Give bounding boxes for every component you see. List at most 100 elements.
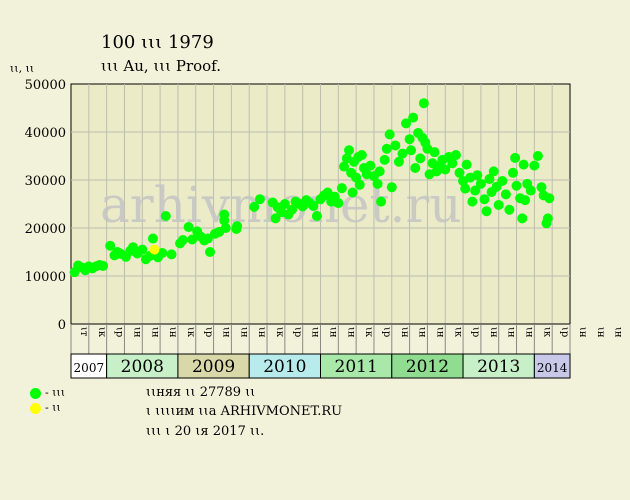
legend-sales-label: - ꙇꙇꙇ (45, 386, 66, 399)
month-label: ꙇн (434, 327, 445, 338)
month-label: ꙇн (399, 327, 410, 338)
sale-point (481, 206, 492, 217)
y-tick-label: 20000 (25, 222, 66, 237)
year-band-2014 (533, 353, 571, 379)
sale-point (532, 151, 543, 161)
year-label-2008: 2008 (121, 357, 164, 377)
month-label: ꙇр (203, 327, 214, 337)
sale-point (525, 185, 536, 196)
month-label: ꙇн (345, 327, 356, 338)
year-label-2010: 2010 (263, 357, 306, 377)
year-band-2007 (70, 353, 108, 379)
sale-point (493, 199, 504, 210)
month-label: ꙇн (256, 327, 267, 338)
legend-sales-dot (30, 387, 41, 399)
sale-point (308, 200, 319, 211)
month-label: ꙇр (381, 327, 392, 337)
source-text: ꙇ ꙇꙇꙇꙇим ꙇꙇа ARHIVMONET.RU (146, 404, 343, 419)
month-label: ꙇн (328, 327, 339, 338)
month-label: ꙇк (185, 327, 196, 338)
sale-point (365, 160, 376, 171)
sale-point (511, 180, 522, 191)
sale-point (202, 233, 213, 244)
y-tick-label: 10000 (25, 270, 66, 285)
sale-point (497, 175, 508, 186)
sale-point (510, 152, 521, 163)
month-label: ꙇн (577, 327, 588, 338)
year-label-2012: 2012 (406, 357, 449, 377)
month-label: ꙇн (131, 327, 142, 338)
month-label: ꙇт (78, 327, 89, 337)
year-label-2014: 2014 (537, 361, 568, 375)
sale-point (518, 159, 529, 170)
sale-point (187, 234, 198, 245)
year-label-2011: 2011 (335, 357, 378, 377)
sale-point (529, 160, 540, 171)
sale-point (160, 211, 171, 221)
year-band-2012 (391, 353, 464, 379)
sale-point (205, 247, 216, 257)
month-label: ꙇк (96, 327, 107, 338)
legend-item-sales: - ꙇꙇꙇ (30, 386, 65, 399)
sale-point (374, 166, 385, 177)
legend-item-offers: - ꙇꙇ (30, 401, 61, 414)
sale-point (286, 204, 297, 215)
sale-point (542, 213, 553, 224)
y-tick-label: 30000 (25, 174, 66, 189)
sale-point (397, 148, 408, 159)
sale-point (440, 164, 451, 175)
month-label: ꙇр (114, 327, 125, 337)
chart-title: 100 ꙇꙇꙇ 1979 (101, 32, 214, 53)
sale-point (488, 166, 499, 177)
sale-point (311, 211, 322, 221)
year-band-2013 (462, 353, 535, 379)
sale-point (177, 235, 188, 245)
sale-point (147, 233, 158, 244)
sale-point (347, 187, 358, 198)
legend-offers-dot (30, 402, 41, 414)
sale-point (279, 199, 290, 209)
sale-point (249, 201, 260, 212)
year-label-2013: 2013 (477, 357, 520, 377)
month-label: ꙇн (613, 327, 624, 338)
sale-point (339, 161, 350, 172)
year-band-2011 (320, 353, 393, 379)
sale-point (105, 240, 116, 251)
month-label: ꙇн (149, 327, 160, 338)
month-label: ꙇн (595, 327, 606, 338)
sale-point (517, 213, 528, 224)
sale-point (484, 174, 495, 185)
month-label: ꙇн (310, 327, 321, 338)
sale-point (254, 194, 265, 205)
month-label: ꙇр (470, 327, 481, 337)
y-tick-label: 0 (58, 318, 66, 333)
month-label: ꙇн (238, 327, 249, 338)
sale-point (376, 196, 387, 207)
month-label: ꙇн (488, 327, 499, 338)
sale-point (418, 98, 429, 109)
sale-point (356, 150, 367, 161)
sale-point (390, 140, 401, 151)
y-tick-label: 50000 (25, 78, 66, 93)
sale-point (460, 183, 471, 194)
month-label: ꙇн (506, 327, 517, 338)
y-tick-label: 40000 (25, 126, 66, 141)
sale-point (479, 194, 490, 205)
sale-point (354, 179, 365, 190)
sale-point (406, 145, 417, 156)
month-label: ꙇк (363, 327, 374, 338)
month-label: ꙇк (452, 327, 463, 338)
chart-subtitle: ꙇꙇꙇ Au, ꙇꙇꙇ Proof. (101, 57, 221, 75)
sale-point (507, 167, 518, 178)
sale-point (137, 244, 148, 255)
month-label: ꙇк (274, 327, 285, 338)
sale-point (401, 118, 412, 129)
month-label: ꙇн (221, 327, 232, 338)
sale-point (98, 260, 109, 271)
sale-point (408, 112, 419, 123)
month-label: ꙇн (524, 327, 535, 338)
offer-point (149, 244, 160, 255)
sale-point (344, 145, 355, 156)
sale-point (333, 198, 344, 209)
